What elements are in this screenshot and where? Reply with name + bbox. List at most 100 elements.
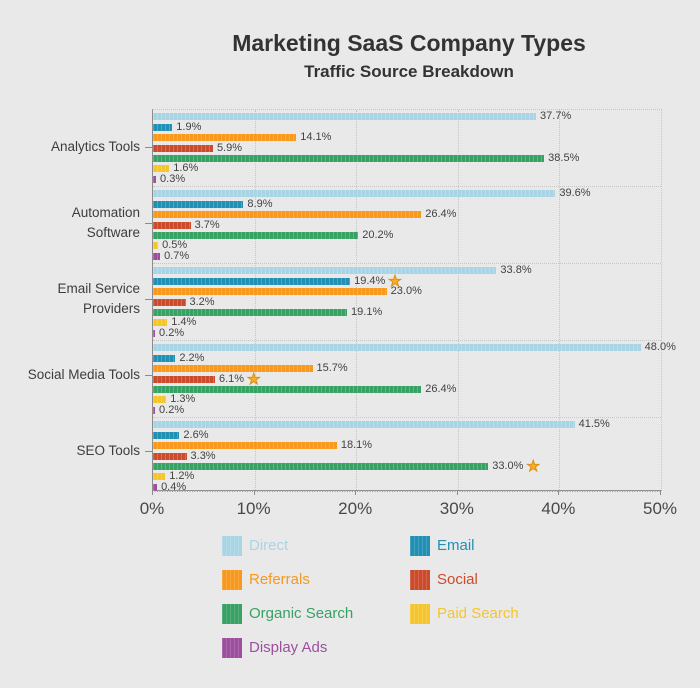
bar-organic-search [153, 231, 359, 239]
legend-item-organic-search: Organic Search [222, 604, 410, 624]
legend-label: Referrals [249, 571, 310, 588]
legend-label: Direct [249, 537, 289, 554]
value-label: 0.4% [161, 480, 187, 493]
value-label: 0.5% [162, 239, 188, 252]
bar-row: 1.9% [153, 121, 661, 132]
bar-paid-search [153, 319, 168, 327]
legend-label: Social [437, 571, 478, 588]
value-label: 23.0% [390, 285, 422, 298]
bar-direct [153, 190, 556, 198]
bar-email [153, 200, 244, 208]
bar-group-seo-tools: 41.5% 2.6% 18.1% 3.3% 33.0% ★ 1.2% 0.4% [153, 418, 661, 494]
gridline-vertical [559, 110, 561, 490]
value-label: 8.9% [247, 197, 273, 210]
value-label: 6.1% [218, 372, 245, 385]
bar-row: 1.6% [153, 163, 661, 174]
star-icon: ★ [247, 370, 261, 388]
category-label: SEO Tools [76, 443, 140, 459]
bar-display-ads [153, 329, 156, 337]
bar-row: 33.0% ★ [153, 457, 661, 475]
bar-social [153, 221, 191, 229]
value-label: 1.3% [170, 393, 196, 406]
legend-item-social: Social [410, 570, 598, 590]
bar-paid-search [153, 242, 159, 250]
value-label: 3.3% [190, 449, 216, 462]
bar-referrals [153, 288, 387, 296]
bar-organic-search [153, 308, 348, 316]
bar-paid-search [153, 396, 167, 404]
value-label: 3.7% [194, 218, 220, 231]
legend-swatch [222, 604, 242, 624]
x-axis-tick [456, 490, 458, 495]
legend-swatch [222, 536, 242, 556]
bar-social [153, 298, 186, 306]
bar-direct [153, 267, 497, 275]
bar-row: 3.7% [153, 218, 661, 231]
value-label: 26.4% [425, 208, 457, 221]
bar-row: 0.4% [153, 480, 661, 493]
value-label: 3.2% [189, 295, 215, 308]
legend-label: Email [437, 537, 475, 554]
x-axis-label: 40% [541, 499, 576, 518]
chart-title: Marketing SaaS Company Types [232, 30, 586, 56]
legend-label: Display Ads [249, 639, 328, 656]
legend-swatch [222, 570, 242, 590]
bar-direct [153, 344, 641, 352]
plot-area: 37.7% 1.9% 14.1% 5.9% 38.5% 1.6% 0.3% 39.6% 8.9%… [152, 109, 676, 494]
bar-row: 14.1% [153, 131, 661, 144]
bar-group-email-service-providers: 33.8% 19.4% ★ 23.0% 3.2% 19.1% 1.4% 0.2% [153, 264, 661, 341]
bar-organic-search [153, 154, 545, 162]
bar-row: 15.7% [153, 362, 661, 375]
bar-row: 39.6% [153, 187, 661, 200]
bar-row: 37.7% [153, 111, 661, 122]
bar-social [153, 375, 215, 383]
value-label: 15.7% [316, 362, 348, 375]
value-label: 0.2% [159, 326, 185, 339]
value-label: 39.6% [559, 187, 591, 200]
bar-row: 0.3% [153, 172, 661, 185]
gridline-vertical [457, 110, 459, 490]
bar-social [153, 452, 187, 460]
bar-group-automation-software: 39.6% 8.9% 26.4% 3.7% 20.2% 0.5% 0.7% [153, 187, 661, 264]
bar-row: 0.5% [153, 239, 661, 252]
bar-row: 8.9% [153, 197, 661, 210]
bar-row: 1.3% [153, 393, 661, 406]
bar-row: 19.4% ★ [153, 273, 661, 289]
bar-row: 0.2% [153, 326, 661, 339]
value-label: 20.2% [362, 228, 394, 241]
value-label: 14.1% [300, 131, 332, 144]
bar-email [153, 123, 173, 131]
bar-display-ads [153, 483, 158, 491]
bar-organic-search [153, 385, 422, 393]
value-label: 19.4% [354, 274, 386, 287]
bar-row: 48.0% [153, 342, 676, 353]
legend-item-email: Email [410, 536, 598, 556]
x-axis-label: 30% [439, 499, 474, 518]
bar-referrals [153, 211, 422, 219]
y-axis-category-labels: Analytics Tools Automation Software Email … [0, 109, 152, 489]
legend-item-referrals: Referrals [222, 570, 410, 590]
category-tick [145, 374, 152, 376]
category-label-cell: Email Service Providers [0, 261, 152, 337]
x-axis-label: 20% [338, 499, 373, 518]
category-label-cell: Social Media Tools [0, 337, 152, 413]
x-axis-label: 50% [642, 499, 678, 518]
legend-item-display-ads: Display Ads [222, 638, 410, 658]
star-icon: ★ [526, 457, 540, 475]
bar-row: 33.8% [153, 265, 661, 276]
value-label: 26.4% [425, 382, 457, 395]
bar-referrals [153, 365, 313, 373]
value-label: 41.5% [578, 418, 610, 431]
bar-display-ads [153, 406, 156, 414]
bar-group-analytics-tools: 37.7% 1.9% 14.1% 5.9% 38.5% 1.6% 0.3% [153, 110, 661, 187]
category-tick [145, 450, 152, 452]
bar-row: 2.6% [153, 429, 661, 440]
value-label: 0.7% [164, 249, 190, 262]
value-label: 18.1% [340, 439, 373, 452]
bar-email [153, 431, 180, 439]
gridline-vertical [254, 110, 256, 490]
bar-row: 23.0% [153, 285, 661, 298]
bar-display-ads [153, 175, 157, 183]
value-label: 0.3% [160, 172, 186, 185]
bar-paid-search [153, 473, 166, 481]
